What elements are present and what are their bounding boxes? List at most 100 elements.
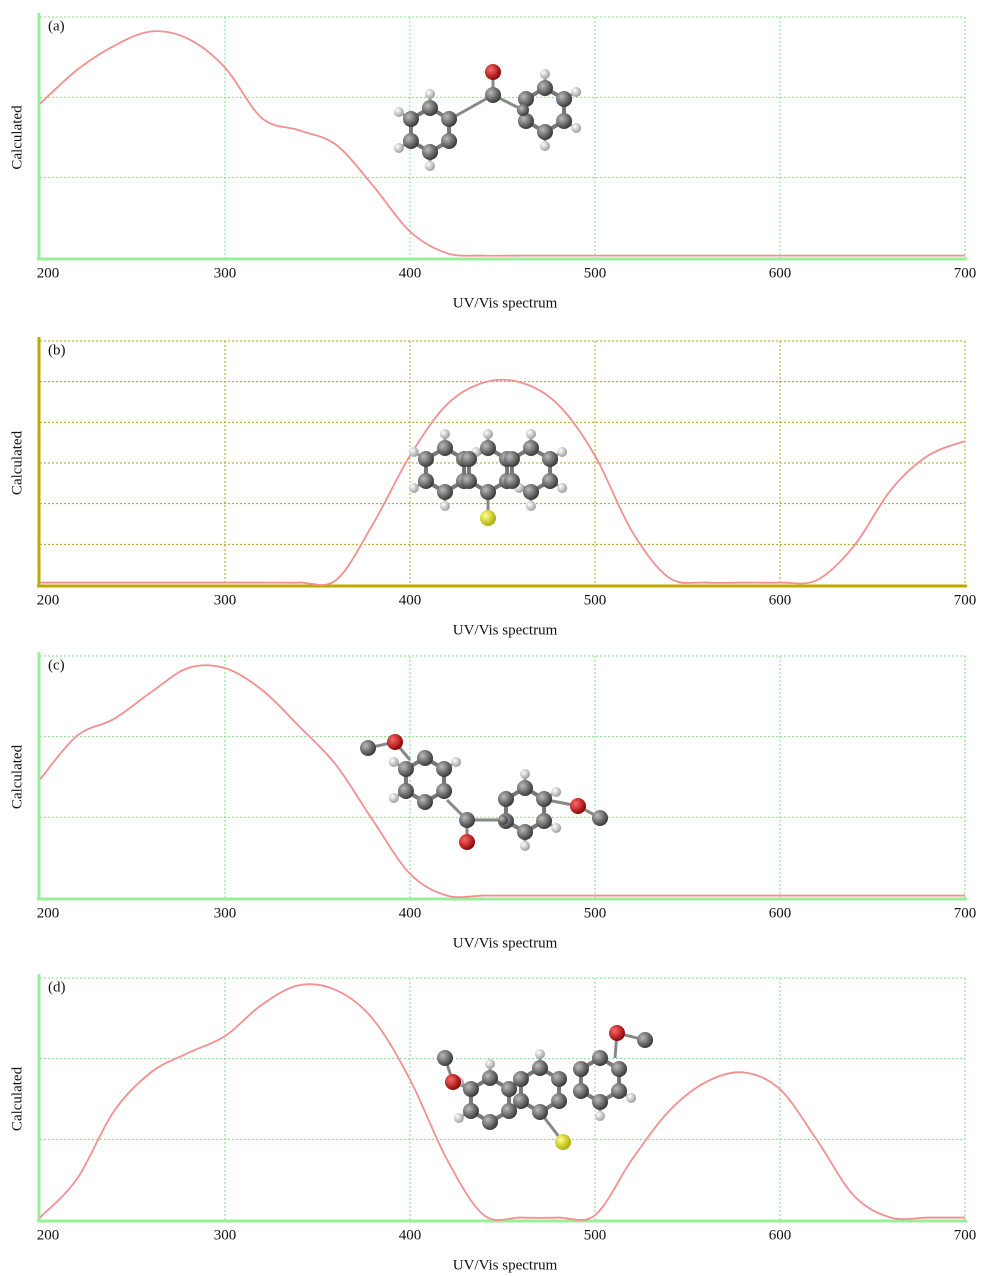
atom bbox=[609, 1025, 625, 1041]
atom bbox=[454, 1113, 464, 1123]
x-tick-label: 400 bbox=[399, 265, 422, 281]
atom bbox=[451, 757, 461, 767]
atom bbox=[485, 64, 501, 80]
molecule bbox=[360, 734, 608, 851]
atom bbox=[409, 483, 419, 493]
atom bbox=[536, 791, 552, 807]
atom bbox=[403, 111, 419, 127]
spectrum-line bbox=[40, 984, 965, 1220]
atom bbox=[517, 104, 529, 116]
atom bbox=[459, 834, 475, 850]
x-tick-label: 300 bbox=[214, 592, 237, 608]
atom bbox=[437, 484, 453, 500]
molecule bbox=[437, 1025, 653, 1150]
atom bbox=[556, 91, 572, 107]
atom bbox=[520, 841, 530, 851]
atom bbox=[387, 734, 403, 750]
atom bbox=[498, 815, 508, 825]
atom bbox=[537, 124, 553, 140]
atom bbox=[532, 1060, 548, 1076]
atom bbox=[409, 447, 419, 457]
atom bbox=[637, 1032, 653, 1048]
x-tick-label: 500 bbox=[584, 265, 607, 281]
x-tick-label: 300 bbox=[214, 905, 237, 921]
atom bbox=[573, 1061, 589, 1077]
panel-label: (b) bbox=[48, 342, 66, 358]
x-tick-label: 600 bbox=[769, 905, 792, 921]
x-tick-label: 400 bbox=[399, 1227, 422, 1243]
atom bbox=[523, 484, 539, 500]
atom bbox=[551, 823, 561, 833]
x-axis-label: UV/Vis spectrum bbox=[453, 622, 558, 638]
atom bbox=[398, 783, 414, 799]
atom bbox=[557, 447, 567, 457]
x-tick-label: 400 bbox=[399, 592, 422, 608]
atom bbox=[571, 123, 581, 133]
atom bbox=[403, 133, 419, 149]
y-axis-label: Calculated bbox=[9, 744, 25, 809]
y-axis-label: Calculated bbox=[9, 1066, 25, 1131]
atom bbox=[626, 1093, 636, 1103]
atom bbox=[611, 1083, 627, 1099]
atom bbox=[436, 783, 452, 799]
atom bbox=[437, 440, 453, 456]
atom bbox=[540, 69, 550, 79]
atom bbox=[513, 1093, 529, 1109]
x-tick-label: 300 bbox=[214, 265, 237, 281]
atom bbox=[418, 473, 434, 489]
atom bbox=[440, 501, 450, 511]
spectrum-line bbox=[40, 31, 965, 256]
atom bbox=[611, 1061, 627, 1077]
atom bbox=[518, 91, 534, 107]
atom bbox=[485, 87, 501, 103]
atom bbox=[418, 451, 434, 467]
atom bbox=[556, 113, 572, 129]
atom bbox=[389, 757, 399, 767]
atom bbox=[573, 1083, 589, 1099]
atom bbox=[504, 451, 520, 467]
atom bbox=[463, 1081, 479, 1097]
x-tick-label: 200 bbox=[37, 265, 60, 281]
atom bbox=[535, 1049, 545, 1059]
atom bbox=[394, 143, 404, 153]
atom bbox=[422, 100, 438, 116]
atom bbox=[523, 440, 539, 456]
atom bbox=[436, 761, 452, 777]
atom bbox=[482, 1070, 498, 1086]
atom bbox=[551, 1093, 567, 1109]
atom bbox=[520, 769, 530, 779]
atom bbox=[441, 133, 457, 149]
atom bbox=[463, 1103, 479, 1119]
atom bbox=[536, 813, 552, 829]
atom bbox=[485, 1059, 495, 1069]
atom bbox=[517, 824, 533, 840]
atom bbox=[422, 144, 438, 160]
atom bbox=[483, 429, 493, 439]
atom bbox=[480, 510, 496, 526]
atom bbox=[389, 793, 399, 803]
atom bbox=[425, 161, 435, 171]
panel-label: (c) bbox=[48, 657, 65, 673]
atom bbox=[459, 812, 475, 828]
atom bbox=[551, 1071, 567, 1087]
atom bbox=[498, 791, 514, 807]
atom bbox=[425, 89, 435, 99]
atom bbox=[542, 451, 558, 467]
atom bbox=[526, 429, 536, 439]
x-tick-label: 700 bbox=[954, 265, 977, 281]
x-tick-label: 700 bbox=[954, 1227, 977, 1243]
atom bbox=[595, 1111, 605, 1121]
x-tick-label: 400 bbox=[399, 905, 422, 921]
x-tick-label: 500 bbox=[584, 592, 607, 608]
atom bbox=[482, 1114, 498, 1130]
atom bbox=[394, 107, 404, 117]
molecule bbox=[394, 64, 581, 171]
atom bbox=[592, 1050, 608, 1066]
atom bbox=[537, 80, 553, 96]
atom bbox=[417, 794, 433, 810]
atom bbox=[504, 473, 520, 489]
atom bbox=[557, 483, 567, 493]
atom bbox=[461, 451, 477, 467]
atom bbox=[517, 780, 533, 796]
x-tick-label: 600 bbox=[769, 265, 792, 281]
